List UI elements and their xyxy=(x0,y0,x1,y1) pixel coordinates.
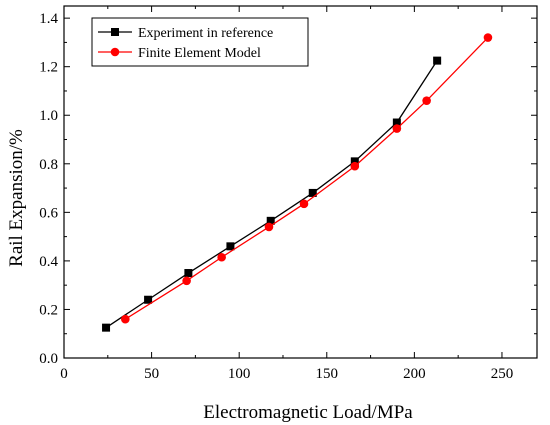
data-point-circle xyxy=(392,124,402,133)
data-point-circle xyxy=(422,96,431,105)
data-point-circle xyxy=(264,222,274,232)
y-tick-label: 1.2 xyxy=(39,60,58,76)
y-tick-label: 0.8 xyxy=(39,157,58,173)
y-tick-label: 1.4 xyxy=(39,11,58,27)
x-tick-label: 50 xyxy=(144,366,159,382)
y-axis-ticks: 0.0 0.2 0.4 0.6 0.8 1.0 1.2 1.4 xyxy=(39,11,537,367)
data-point-square xyxy=(392,118,401,127)
data-point-circle xyxy=(217,252,226,262)
x-tick-label: 250 xyxy=(491,366,514,382)
x-axis-ticks: 0 50 100 150 200 250 xyxy=(60,6,513,382)
y-tick-label: 0.0 xyxy=(39,351,58,367)
legend-box xyxy=(91,17,309,67)
y-tick-label: 0.6 xyxy=(39,205,58,221)
series-line-2 xyxy=(124,37,489,320)
data-point-square xyxy=(266,216,275,225)
data-point-circle xyxy=(182,276,191,286)
x-tick-label: 100 xyxy=(228,366,251,382)
data-point-circle xyxy=(483,33,493,42)
data-point-circle xyxy=(121,314,130,324)
plot-frame xyxy=(63,5,538,359)
plot-border xyxy=(63,5,538,359)
y-tick-label: 1.0 xyxy=(39,108,58,124)
data-point-square xyxy=(433,56,442,65)
data-point-square xyxy=(184,269,193,278)
legend: Experiment in reference Finite Element Mo… xyxy=(91,17,309,67)
y-axis-title: Rail Expansion/% xyxy=(6,129,27,267)
legend-label: Finite Element Model xyxy=(138,46,261,61)
data-point-circle xyxy=(350,161,360,171)
data-point-square xyxy=(226,242,235,251)
x-tick-label: 150 xyxy=(316,366,339,382)
data-point-square xyxy=(308,188,317,197)
legend-marker-square xyxy=(111,28,119,36)
y-tick-label: 0.2 xyxy=(39,302,58,318)
series-line-1 xyxy=(105,60,438,329)
series-layer xyxy=(102,33,493,332)
x-tick-label: 200 xyxy=(403,366,426,382)
data-point-square xyxy=(102,323,111,332)
data-point-square xyxy=(144,295,153,304)
legend-marker-circle xyxy=(110,47,120,57)
legend-label: Experiment in reference xyxy=(138,26,273,41)
data-point-circle xyxy=(299,199,309,209)
x-tick-label: 0 xyxy=(60,366,68,382)
x-axis-title: Electromagnetic Load/MPa xyxy=(203,402,413,423)
y-tick-label: 0.4 xyxy=(39,254,58,270)
data-point-square xyxy=(350,157,359,166)
